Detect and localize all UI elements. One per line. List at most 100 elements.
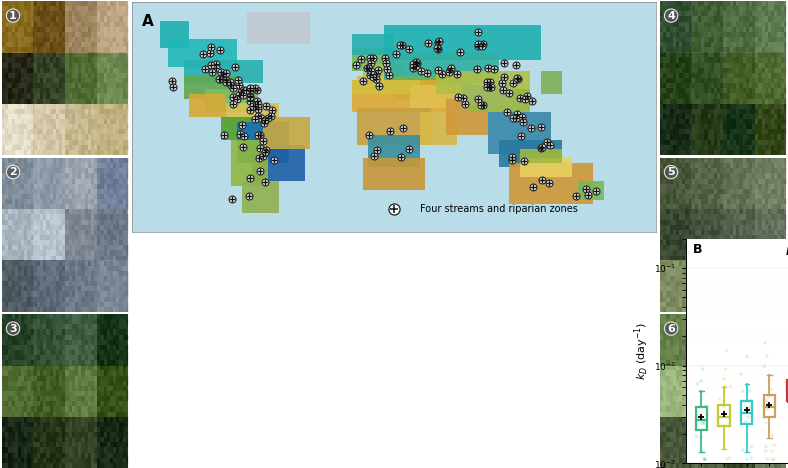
Bar bbox=[755, 366, 786, 417]
Bar bbox=[65, 104, 97, 155]
Point bbox=[785, 342, 788, 350]
Bar bbox=[660, 1, 691, 52]
Bar bbox=[691, 158, 723, 209]
Text: 1: 1 bbox=[9, 11, 17, 21]
Point bbox=[721, 455, 734, 463]
Bar bbox=[2, 366, 33, 417]
Point bbox=[763, 376, 775, 383]
Polygon shape bbox=[467, 89, 530, 112]
Polygon shape bbox=[420, 112, 457, 145]
Polygon shape bbox=[357, 108, 431, 145]
Point bbox=[766, 432, 779, 439]
Point bbox=[760, 396, 772, 404]
Point bbox=[719, 388, 731, 395]
Point bbox=[786, 377, 788, 385]
Point bbox=[760, 419, 772, 427]
Bar bbox=[97, 158, 128, 209]
Bar bbox=[723, 158, 755, 209]
Bar bbox=[660, 366, 691, 417]
Text: 6: 6 bbox=[667, 323, 675, 334]
Point bbox=[720, 347, 733, 354]
Point bbox=[761, 399, 774, 406]
Point bbox=[743, 388, 756, 395]
Bar bbox=[97, 260, 128, 312]
Point bbox=[761, 455, 774, 463]
Point bbox=[690, 412, 703, 419]
Point bbox=[765, 386, 778, 394]
Polygon shape bbox=[184, 59, 262, 82]
Bar bbox=[97, 314, 128, 366]
Bar bbox=[660, 158, 691, 209]
Point bbox=[764, 403, 776, 411]
Point bbox=[701, 411, 714, 419]
Bar bbox=[33, 314, 65, 366]
Bar bbox=[691, 52, 723, 104]
Polygon shape bbox=[252, 145, 305, 181]
Point bbox=[698, 455, 711, 463]
Bar bbox=[660, 417, 691, 468]
Point bbox=[745, 410, 758, 417]
Bar bbox=[691, 209, 723, 260]
Point bbox=[717, 403, 730, 410]
Bar bbox=[33, 52, 65, 104]
Bar bbox=[2, 104, 33, 155]
Bar bbox=[33, 158, 65, 209]
Polygon shape bbox=[352, 80, 447, 112]
Point bbox=[719, 366, 732, 373]
Bar bbox=[97, 1, 128, 52]
Bar bbox=[33, 417, 65, 468]
Polygon shape bbox=[226, 103, 278, 126]
Text: 3: 3 bbox=[9, 323, 17, 334]
Bar bbox=[97, 104, 128, 155]
Bar bbox=[723, 366, 755, 417]
Point bbox=[768, 442, 781, 449]
Bar bbox=[65, 314, 97, 366]
Text: Riparian: Riparian bbox=[786, 245, 788, 258]
Bar bbox=[755, 209, 786, 260]
Point bbox=[743, 404, 756, 411]
Text: B: B bbox=[693, 243, 703, 256]
Point bbox=[697, 418, 710, 425]
Bar bbox=[33, 366, 65, 417]
Point bbox=[760, 352, 773, 359]
Point bbox=[766, 455, 779, 463]
Bar bbox=[691, 366, 723, 417]
Bar bbox=[755, 158, 786, 209]
Polygon shape bbox=[205, 89, 258, 112]
Point bbox=[691, 380, 704, 388]
Polygon shape bbox=[189, 94, 226, 117]
Point bbox=[719, 422, 732, 429]
Polygon shape bbox=[394, 76, 473, 99]
Bar bbox=[65, 366, 97, 417]
Bar bbox=[755, 260, 786, 312]
Bar bbox=[2, 158, 33, 209]
Bar bbox=[65, 158, 97, 209]
Bar bbox=[2, 417, 33, 468]
Point bbox=[741, 353, 753, 360]
Bar bbox=[755, 52, 786, 104]
Point bbox=[740, 455, 753, 463]
Bar bbox=[65, 260, 97, 312]
Bar bbox=[755, 104, 786, 155]
Bar bbox=[2, 1, 33, 52]
Point bbox=[696, 365, 708, 373]
Point bbox=[734, 370, 747, 378]
Bar bbox=[691, 1, 723, 52]
Point bbox=[744, 397, 756, 404]
Bar bbox=[660, 209, 691, 260]
Point bbox=[695, 377, 708, 385]
Point bbox=[786, 384, 788, 392]
Polygon shape bbox=[247, 12, 310, 44]
Bar bbox=[97, 209, 128, 260]
Bar bbox=[2, 314, 33, 366]
Point bbox=[718, 375, 730, 382]
Bar bbox=[691, 314, 723, 366]
Bar bbox=[2, 209, 33, 260]
Bar bbox=[65, 52, 97, 104]
Point bbox=[737, 446, 749, 453]
Point bbox=[765, 448, 778, 455]
Bar bbox=[723, 314, 755, 366]
Bar bbox=[660, 104, 691, 155]
Point bbox=[695, 448, 708, 455]
Bar bbox=[33, 104, 65, 155]
